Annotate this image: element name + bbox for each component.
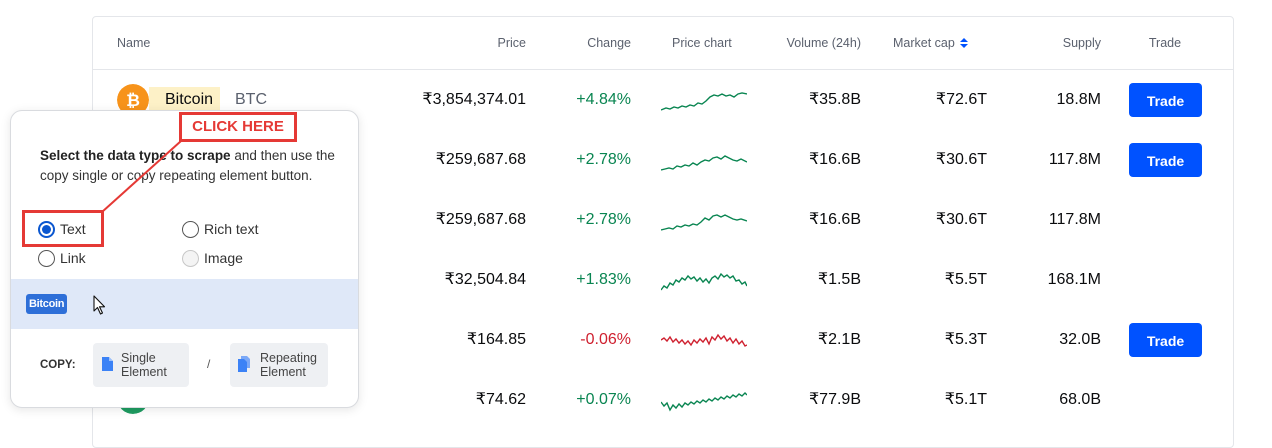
trade-button[interactable]: Trade (1129, 83, 1202, 117)
supply-value: 32.0B (1059, 331, 1101, 348)
option-link-label: Link (60, 250, 86, 266)
copy-separator: / (207, 357, 211, 371)
market-cap-value: ₹5.1T (944, 391, 987, 408)
coin-symbol: BTC (235, 91, 267, 108)
radio-link[interactable] (38, 250, 55, 267)
price-value: ₹259,687.68 (435, 151, 526, 168)
option-text-label: Text (60, 221, 86, 237)
highlight-bitcoin (149, 87, 220, 113)
preview-area: Bitcoin (11, 279, 358, 329)
header-price-chart: Price chart (672, 36, 732, 50)
change-value: +2.78% (576, 151, 631, 168)
radio-rich-text[interactable] (182, 221, 199, 238)
header-market-cap[interactable]: Market cap (893, 36, 968, 50)
radio-image (182, 250, 199, 267)
single-line2: Element (121, 365, 167, 379)
header-name[interactable]: Name (117, 36, 151, 50)
scraper-panel: Select the data type to scrape and then … (10, 110, 359, 408)
highlight-box-text-option (22, 210, 104, 247)
sparkline-chart (661, 333, 747, 347)
volume-value: ₹16.6B (809, 151, 861, 168)
supply-value: 18.8M (1056, 91, 1101, 108)
volume-value: ₹35.8B (809, 91, 861, 108)
market-cap-value: ₹5.3T (944, 331, 987, 348)
sparkline-chart (661, 155, 747, 171)
document-icon (102, 357, 113, 371)
preview-chip: Bitcoin (26, 294, 68, 314)
option-image-label: Image (204, 250, 243, 266)
svg-text:₿: ₿ (126, 91, 140, 111)
volume-value: ₹77.9B (809, 391, 861, 408)
copy-documents-icon (238, 356, 250, 372)
instruction-bold: Select the data type to scrape (40, 148, 231, 163)
change-value: +0.07% (576, 391, 631, 408)
volume-value: ₹2.1B (817, 331, 861, 348)
price-value: ₹74.62 (475, 391, 526, 408)
change-value: -0.06% (580, 331, 631, 348)
supply-value: 68.0B (1059, 391, 1101, 408)
header-supply[interactable]: Supply (1062, 36, 1101, 50)
market-cap-value: ₹72.6T (935, 91, 987, 108)
supply-value: 117.8M (1048, 211, 1101, 228)
market-cap-value: ₹30.6T (935, 211, 987, 228)
table-header: Name Price Change Price chart Volume (24… (93, 17, 1233, 70)
table-row[interactable]: ₹164.85 -0.06% ₹2.1B ₹5.3T 32.0B Trade (93, 310, 1233, 370)
change-value: +2.78% (576, 211, 631, 228)
cursor-icon (93, 295, 106, 315)
copy-label: COPY: (40, 359, 76, 371)
sparkline-chart (661, 214, 747, 231)
trade-button[interactable]: Trade (1129, 143, 1202, 177)
repeating-line1: Repeating (260, 351, 317, 365)
instruction-text: Select the data type to scrape and then … (40, 146, 340, 186)
coin-name: Bitcoin (165, 91, 214, 108)
copy-single-element-button[interactable]: Single Element (93, 343, 189, 387)
header-price[interactable]: Price (497, 36, 526, 50)
radio-text[interactable] (38, 221, 55, 238)
sort-icon (959, 38, 968, 48)
header-volume[interactable]: Volume (24h) (786, 36, 861, 50)
price-value: ₹164.85 (466, 331, 526, 348)
header-market-cap-label: Market cap (893, 36, 955, 50)
table-row[interactable]: ₹259,687.68 +2.78% ₹16.6B ₹30.6T 117.8M (93, 190, 1233, 250)
market-cap-value: ₹5.5T (944, 271, 987, 288)
volume-value: ₹16.6B (809, 211, 861, 228)
header-change[interactable]: Change (587, 36, 631, 50)
supply-value: 117.8M (1048, 151, 1101, 168)
sparkline-chart (661, 92, 747, 111)
supply-value: 168.1M (1047, 271, 1101, 288)
change-value: +1.83% (576, 271, 631, 288)
table-row[interactable]: ₹259,687.68 +2.78% ₹16.6B ₹30.6T 117.8M … (93, 130, 1233, 190)
price-value: ₹259,687.68 (435, 211, 526, 228)
change-value: +4.84% (576, 91, 631, 108)
price-value: ₹3,854,374.01 (422, 91, 526, 108)
table-row[interactable]: ₹32,504.84 +1.83% ₹1.5B ₹5.5T 168.1M (93, 250, 1233, 310)
header-trade: Trade (1148, 36, 1182, 50)
trade-button[interactable]: Trade (1129, 323, 1202, 357)
repeating-line2: Element (260, 365, 306, 379)
sparkline-chart (661, 392, 747, 412)
single-line1: Single (121, 351, 156, 365)
option-rich-text-label: Rich text (204, 221, 259, 237)
click-here-callout: CLICK HERE (179, 112, 297, 142)
copy-repeating-element-button[interactable]: Repeating Element (230, 343, 328, 387)
sparkline-chart (661, 272, 747, 291)
market-cap-value: ₹30.6T (935, 151, 987, 168)
table-row[interactable]: ₿ Bitcoin BTC ₹3,854,374.01 +4.84% ₹35.8… (93, 70, 1233, 130)
price-value: ₹32,504.84 (444, 271, 526, 288)
bitcoin-icon: ₿ (117, 84, 149, 116)
volume-value: ₹1.5B (817, 271, 861, 288)
